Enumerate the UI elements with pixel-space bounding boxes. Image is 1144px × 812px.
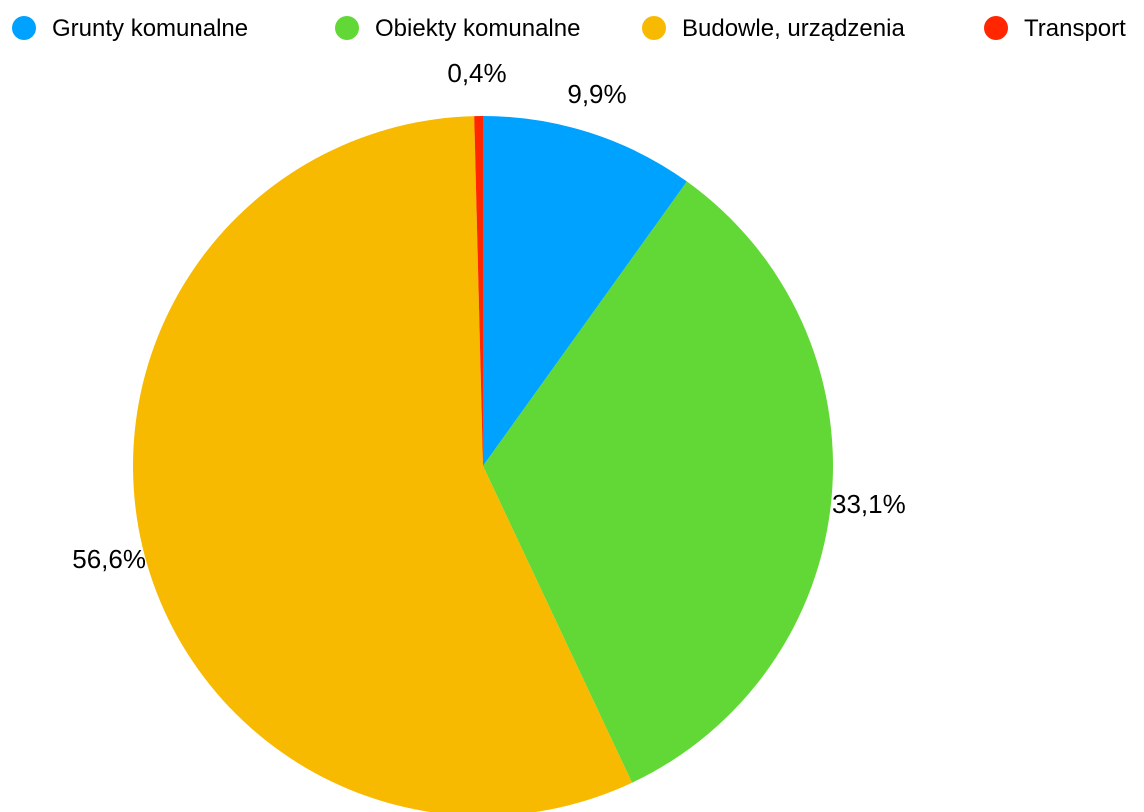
pie-slices [133,116,833,812]
legend-label-grunty-komunalne: Grunty komunalne [52,15,248,42]
data-label-transport: 0,4% [447,58,506,88]
pie-slice-grunty-komunalne [483,116,687,466]
data-label-budowle-urzadzenia: 56,6% [72,544,146,574]
legend-marker-transport [984,16,1008,40]
legend-label-transport: Transport [1024,15,1126,42]
legend-marker-budowle-urzadzenia [642,16,666,40]
data-label-grunty-komunalne: 9,9% [567,79,626,109]
data-labels: 9,9% 33,1% 56,6% 0,4% [72,58,905,574]
pie-slice-budowle-urzadzenia [133,116,633,812]
data-label-obiekty-komunalne: 33,1% [832,489,906,519]
pie-slice-obiekty-komunalne [483,181,833,783]
legend-label-obiekty-komunalne: Obiekty komunalne [375,15,580,42]
legend-marker-grunty-komunalne [12,16,36,40]
legend-label-budowle-urzadzenia: Budowle, urządzenia [682,15,905,42]
legend: Grunty komunalne Obiekty komunalne Budowle… [12,15,1126,42]
pie-slice-transport [474,116,483,466]
legend-marker-obiekty-komunalne [335,16,359,40]
